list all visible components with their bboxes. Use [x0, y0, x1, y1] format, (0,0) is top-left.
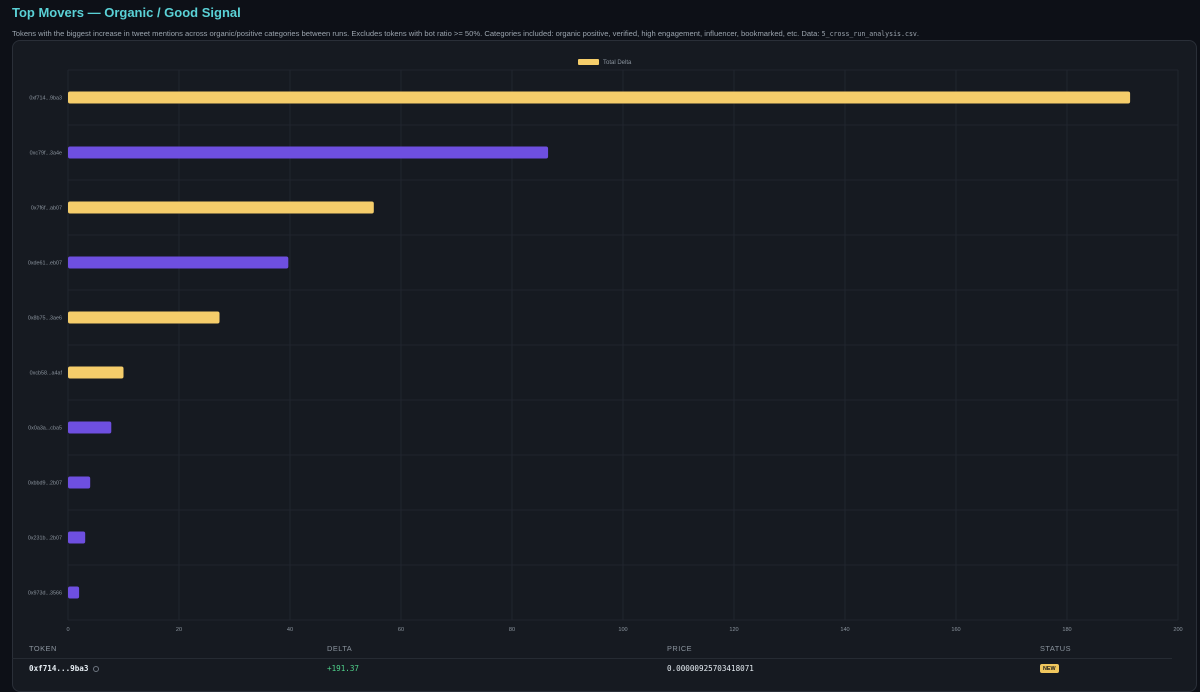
- token-address: 0xf714...9ba3: [29, 663, 89, 673]
- legend-swatch: [578, 59, 599, 65]
- x-tick-label: 40: [287, 627, 293, 633]
- bar: [68, 586, 80, 599]
- x-tick-label: 120: [729, 627, 738, 633]
- bar: [68, 366, 124, 379]
- x-tick-label: 20: [176, 627, 182, 633]
- y-tick-label: 0x231b...2b07: [28, 536, 62, 542]
- y-tick-label: 0xde61...eb07: [28, 261, 62, 267]
- y-tick-label: 0xbbd9...2b07: [28, 481, 62, 487]
- y-tick-label: 0x8b75...3ae6: [28, 316, 62, 322]
- subtitle-end: .: [916, 29, 920, 38]
- y-tick-label: 0xf714...9ba3: [29, 96, 62, 102]
- x-tick-label: 180: [1062, 627, 1071, 633]
- delta-cell: +191.37: [327, 663, 360, 673]
- y-tick-label: 0xc79f...3a4e: [30, 151, 62, 157]
- bar: [68, 531, 86, 544]
- col-status: STATUS: [1040, 643, 1072, 653]
- legend-label: Total Delta: [603, 60, 632, 66]
- bar: [68, 201, 374, 214]
- x-tick-label: 80: [509, 627, 515, 633]
- data-file-name: 5_cross_run_analysis.csv: [821, 30, 917, 38]
- x-tick-label: 60: [398, 627, 404, 633]
- table-header: TOKEN DELTA PRICE STATUS: [12, 638, 1172, 659]
- col-delta: DELTA: [327, 643, 353, 653]
- subtitle-text: Tokens with the biggest increase in twee…: [12, 29, 820, 38]
- x-tick-label: 160: [951, 627, 960, 633]
- status-badge: NEW: [1040, 664, 1059, 674]
- col-price: PRICE: [667, 643, 693, 653]
- token-cell: 0xf714...9ba3: [29, 663, 100, 673]
- bar-chart: 0 20 40 60 80 100 120 140 160 180 200 0xf714...9ba3…: [28, 59, 1183, 633]
- y-tick-label: 0x7f6f...ab07: [31, 206, 62, 212]
- y-tick-label: 0xcb58...a4af: [30, 371, 63, 377]
- movers-table: TOKEN DELTA PRICE STATUS 0xf714...9ba3 +…: [12, 638, 1172, 677]
- page-title: Top Movers — Organic / Good Signal: [12, 5, 241, 20]
- x-tick-label: 200: [1173, 627, 1182, 633]
- page-header: Top Movers — Organic / Good Signal Token…: [12, 5, 1192, 38]
- price-cell: 0.00000925703418071: [667, 663, 754, 673]
- y-tick-label: 0x973d...3566: [28, 591, 62, 597]
- x-tick-label: 100: [618, 627, 627, 633]
- y-tick-label: 0x0a3a...cba5: [28, 426, 62, 432]
- bar: [68, 311, 220, 324]
- bar: [68, 91, 1131, 104]
- page-subtitle: Tokens with the biggest increase in twee…: [12, 29, 1192, 38]
- table-row[interactable]: 0xf714...9ba3 +191.37 0.0000092570341807…: [12, 659, 1172, 677]
- x-tick-label: 140: [840, 627, 849, 633]
- col-token: TOKEN: [29, 643, 57, 653]
- copy-icon[interactable]: [93, 665, 100, 672]
- bar: [68, 476, 91, 489]
- bar: [68, 421, 112, 434]
- bar: [68, 256, 289, 269]
- status-cell: NEW: [1040, 663, 1059, 674]
- bar: [68, 146, 549, 159]
- x-tick-label: 0: [66, 627, 69, 633]
- chart-panel: 0 20 40 60 80 100 120 140 160 180 200 0xf714...9ba3…: [12, 40, 1197, 692]
